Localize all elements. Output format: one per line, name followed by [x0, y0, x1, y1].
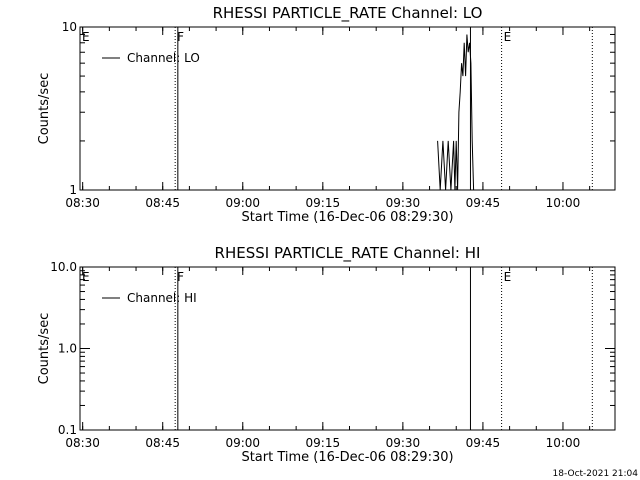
y-tick-label: 1.0 [58, 342, 77, 356]
x-tick-label: 09:00 [225, 436, 260, 450]
event-marker-label: F [177, 30, 184, 44]
y-tick-label: 0.1 [58, 423, 77, 437]
x-tick-label: 10:00 [546, 436, 581, 450]
x-tick-label: 08:30 [65, 436, 100, 450]
x-tick-label: 09:30 [386, 436, 421, 450]
legend-entry: Channel: LO [127, 51, 200, 65]
y-tick-label: 10 [62, 20, 77, 34]
x-axis-label: Start Time (16-Dec-06 08:29:30) [241, 210, 453, 225]
plot-frame [79, 26, 616, 191]
chart-title: RHESSI PARTICLE_RATE Channel: LO [213, 4, 483, 23]
x-axis-label: Start Time (16-Dec-06 08:29:30) [241, 450, 453, 465]
y-tick-label: 10.0 [50, 260, 77, 274]
x-tick-label: 09:30 [386, 196, 421, 210]
x-tick-label: 10:00 [546, 196, 581, 210]
x-tick-label: 09:45 [466, 196, 501, 210]
event-marker-label: E [504, 30, 512, 44]
chart-title: RHESSI PARTICLE_RATE Channel: HI [215, 244, 481, 263]
event-marker-label: F [177, 270, 184, 284]
y-axis-label: Counts/sec [37, 313, 52, 385]
event-marker-label: E [82, 30, 90, 44]
event-marker-label: E [504, 270, 512, 284]
x-tick-label: 08:45 [145, 196, 180, 210]
legend-entry: Channel: HI [127, 291, 197, 305]
x-tick-label: 09:15 [306, 436, 341, 450]
x-tick-label: 09:45 [466, 436, 501, 450]
y-axis-label: Counts/sec [37, 73, 52, 145]
x-tick-label: 09:00 [225, 196, 260, 210]
series-line-0 [437, 34, 475, 191]
date-stamp: 18-Oct-2021 21:04 [553, 469, 639, 479]
y-tick-label: 1 [69, 183, 77, 197]
x-tick-label: 09:15 [306, 196, 341, 210]
x-tick-label: 08:45 [145, 436, 180, 450]
x-tick-label: 08:30 [65, 196, 100, 210]
event-marker-label: E [82, 270, 90, 284]
